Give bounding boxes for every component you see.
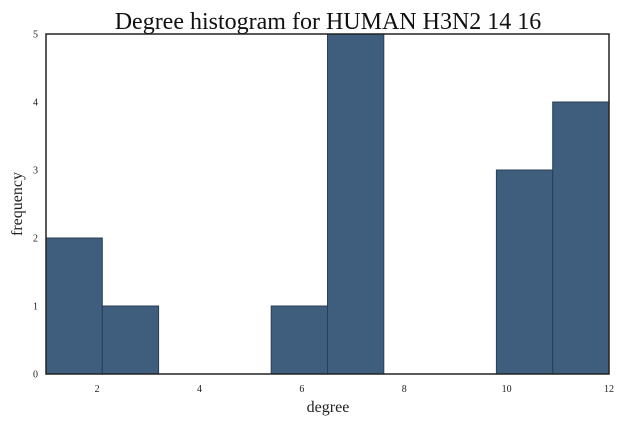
y-axis-ticks: 0 1 2 3 4 5 (33, 30, 38, 381)
x-axis-ticks: 2 4 6 8 10 12 (95, 384, 614, 395)
x-tick-label: 12 (604, 384, 614, 395)
x-tick-label: 10 (502, 384, 512, 395)
x-tick-label: 6 (299, 384, 304, 395)
chart-title: Degree histogram for HUMAN H3N2 14 16 (115, 9, 542, 35)
x-tick-label: 8 (402, 384, 407, 395)
histogram-bar-4 (270, 305, 329, 375)
y-tick-label: 5 (33, 30, 38, 41)
histogram-bars (45, 33, 610, 375)
y-tick-label: 0 (33, 370, 38, 381)
histogram-bar-0 (45, 237, 103, 375)
histogram-bar-9 (552, 101, 610, 375)
plot-area-frame (45, 33, 610, 375)
histogram-bar-1 (101, 305, 160, 375)
histogram-bar-5 (327, 33, 385, 375)
y-tick-label: 3 (33, 166, 38, 177)
x-axis-label: degree (307, 399, 350, 416)
y-tick-label: 2 (33, 234, 38, 245)
y-tick-label: 4 (33, 98, 38, 109)
y-axis-label: frequency (9, 172, 26, 236)
x-tick-label: 4 (197, 384, 202, 395)
y-tick-label: 1 (33, 302, 38, 313)
x-tick-label: 2 (95, 384, 100, 395)
histogram-bar-8 (495, 169, 554, 375)
